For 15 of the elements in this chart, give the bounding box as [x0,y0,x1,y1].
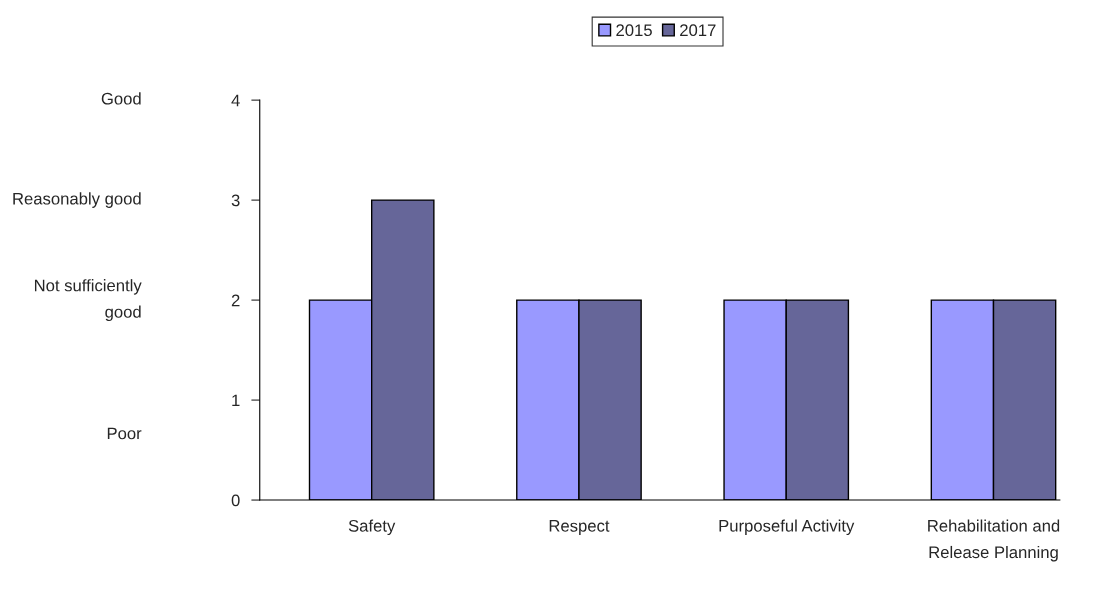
x-tick-label: Purposeful Activity [719,519,855,536]
legend-label: 2015 [616,24,652,37]
y-tick-label: 4 [231,94,240,107]
x-tick-label: Safety [348,519,396,536]
x-tick-label: Rehabilitation and Release Planning [928,519,1060,562]
text: Not sufficiently good [34,279,142,322]
y-tick-label: 0 [231,494,240,507]
text: Poor [107,427,142,440]
text: Reasonably good [13,192,141,208]
y-tick-label: 1 [232,394,240,407]
x-tick-label: Respect [549,520,610,536]
y-tick-label: 2 [231,294,240,307]
text: Good [101,92,141,105]
legend-label: 2017 [680,24,716,37]
y-tick-label: 3 [231,194,240,207]
